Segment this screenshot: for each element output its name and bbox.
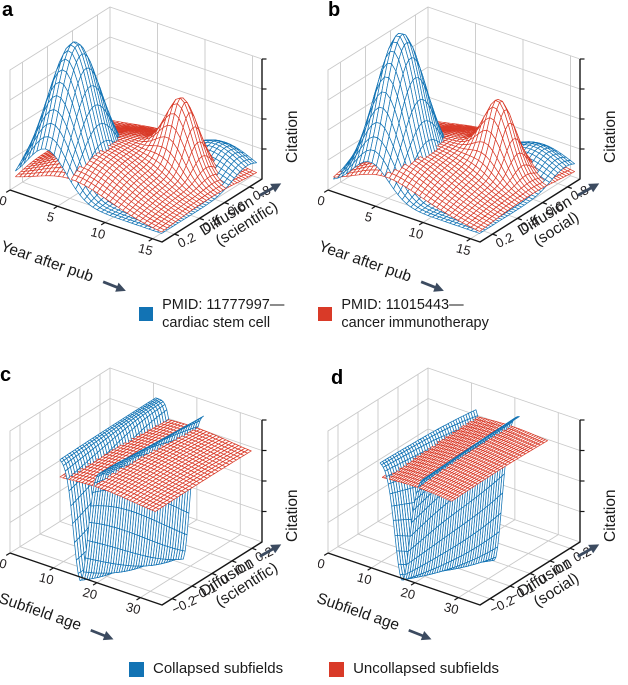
legend-item: Collapsed subfields: [129, 661, 283, 677]
panel-d-x-axis-label: Subfield age: [314, 590, 435, 647]
legend-swatch-red: [329, 661, 345, 677]
legend-item: PMID: 11777997— cardiac stem cell: [139, 296, 284, 332]
panel-c-x-axis-label: Subfield age: [0, 590, 118, 647]
panel-a-mesh-plot: [0, 0, 314, 300]
axis-arrow-icon: [256, 539, 284, 561]
panel-a-z-axis-label: Citation: [284, 110, 301, 163]
panel-c: c Subfield age Diffusion (scientific) Ci…: [0, 355, 314, 655]
panel-d-label: d: [331, 367, 344, 389]
panel-b-label: b: [328, 0, 341, 21]
panel-d-y-axis-label: Diffusion (social): [515, 536, 613, 615]
panel-b-x-axis-label: Year after pub: [316, 238, 447, 298]
axis-arrow-icon: [256, 178, 284, 200]
panel-a: a Year after pub Diffusion (scientific) …: [0, 0, 314, 300]
panel-b: b Year after pub Diffusion (social) Cita…: [316, 0, 628, 300]
panel-a-y-axis-label: Diffusion (scientific): [197, 175, 295, 254]
legend-label: Collapsed subfields: [153, 660, 284, 677]
panel-c-z-axis-label: Citation: [284, 489, 301, 542]
panel-c-y-axis-label: Diffusion (scientific): [197, 536, 295, 615]
legend-swatch-blue: [139, 307, 154, 321]
legend-label: PMID: 11015443— cancer immunotherapy: [341, 296, 489, 332]
panel-b-z-axis-label: Citation: [602, 110, 619, 163]
panel-d-mesh-plot: [318, 355, 628, 655]
panel-b-y-axis-label: Diffusion (social): [515, 175, 613, 254]
legend-line: PMID: 11015443—: [341, 297, 464, 313]
legend-line: PMID: 11777997—: [162, 297, 285, 313]
legend-item: PMID: 11015443— cancer immunotherapy: [318, 296, 489, 332]
legend-item: Uncollapsed subfields: [329, 661, 499, 677]
legend-top: PMID: 11777997— cardiac stem cell PMID: …: [0, 296, 628, 332]
axis-arrow-icon: [100, 275, 128, 295]
axis-arrow-icon: [418, 275, 446, 295]
legend-line: cardiac stem cell: [162, 315, 271, 331]
panel-b-mesh-plot: [318, 0, 628, 300]
legend-label: Uncollapsed subfields: [353, 660, 499, 677]
legend-bottom: Collapsed subfields Uncollapsed subfield…: [0, 661, 628, 677]
axis-arrow-icon: [406, 624, 434, 644]
panel-c-label: c: [0, 364, 12, 386]
legend-label: PMID: 11777997— cardiac stem cell: [162, 296, 284, 332]
panel-a-label: a: [2, 0, 14, 21]
axis-arrow-icon: [574, 539, 602, 561]
axis-arrow-icon: [88, 624, 116, 644]
panel-d-z-axis-label: Citation: [602, 489, 619, 542]
axis-arrow-icon: [574, 178, 602, 200]
panel-d: d Subfield age Diffusion (social) Citati…: [314, 355, 628, 655]
legend-swatch-red: [318, 307, 333, 321]
panel-a-x-axis-label: Year after pub: [0, 238, 130, 298]
legend-swatch-blue: [129, 661, 144, 677]
legend-line: cancer immunotherapy: [341, 315, 489, 331]
panel-c-mesh-plot: [0, 355, 314, 655]
